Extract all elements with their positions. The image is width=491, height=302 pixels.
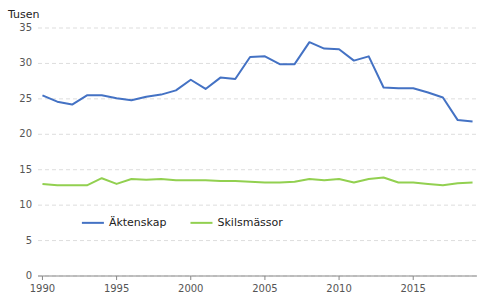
grid-line (38, 205, 477, 206)
y-axis: 0 5 10 15 20 25 30 35 (19, 22, 477, 281)
y-tick-label: 20 (19, 128, 32, 139)
x-tick-label: 1990 (30, 283, 55, 294)
grid-line (38, 276, 477, 277)
background (0, 0, 491, 302)
grid-line (38, 134, 477, 135)
y-tick-label: 5 (26, 235, 32, 246)
y-tick-label: 0 (26, 270, 32, 281)
x-tick (190, 276, 191, 280)
y-tick-label: 15 (19, 164, 32, 175)
x-tick-label: 2015 (400, 283, 425, 294)
legend-swatch (190, 222, 212, 224)
grid-line (38, 240, 477, 241)
x-tick-label: 1995 (104, 283, 129, 294)
chart: 0 5 10 15 20 25 30 35 1990 1995 2000 2005 2010 2015 Tu… (0, 0, 491, 302)
y-tick-label: 30 (19, 57, 32, 68)
x-axis: 1990 1995 2000 2005 2010 2015 (30, 276, 477, 294)
grid-line (38, 169, 477, 170)
grid-line (38, 63, 477, 64)
x-tick (264, 276, 265, 280)
y-tick-label: 10 (19, 199, 32, 210)
legend-label: Äktenskap (109, 216, 167, 229)
y-tick-label: 25 (19, 93, 32, 104)
x-tick (42, 276, 43, 280)
series-group (42, 42, 472, 185)
legend: Äktenskap Skilsmässor (82, 216, 283, 229)
x-tick-label: 2005 (252, 283, 277, 294)
x-tick-label: 2000 (178, 283, 203, 294)
x-tick (339, 276, 340, 280)
legend-label: Skilsmässor (217, 216, 283, 229)
series-line (42, 178, 472, 186)
y-tick-label: 35 (19, 22, 32, 33)
x-tick (413, 276, 414, 280)
x-tick-label: 2010 (326, 283, 351, 294)
axis-line (38, 276, 477, 277)
series-line (42, 42, 472, 121)
legend-swatch (82, 222, 104, 224)
y-axis-label: Tusen (7, 8, 40, 21)
x-tick (116, 276, 117, 280)
grid-line (38, 98, 477, 99)
grid-line (38, 28, 477, 29)
